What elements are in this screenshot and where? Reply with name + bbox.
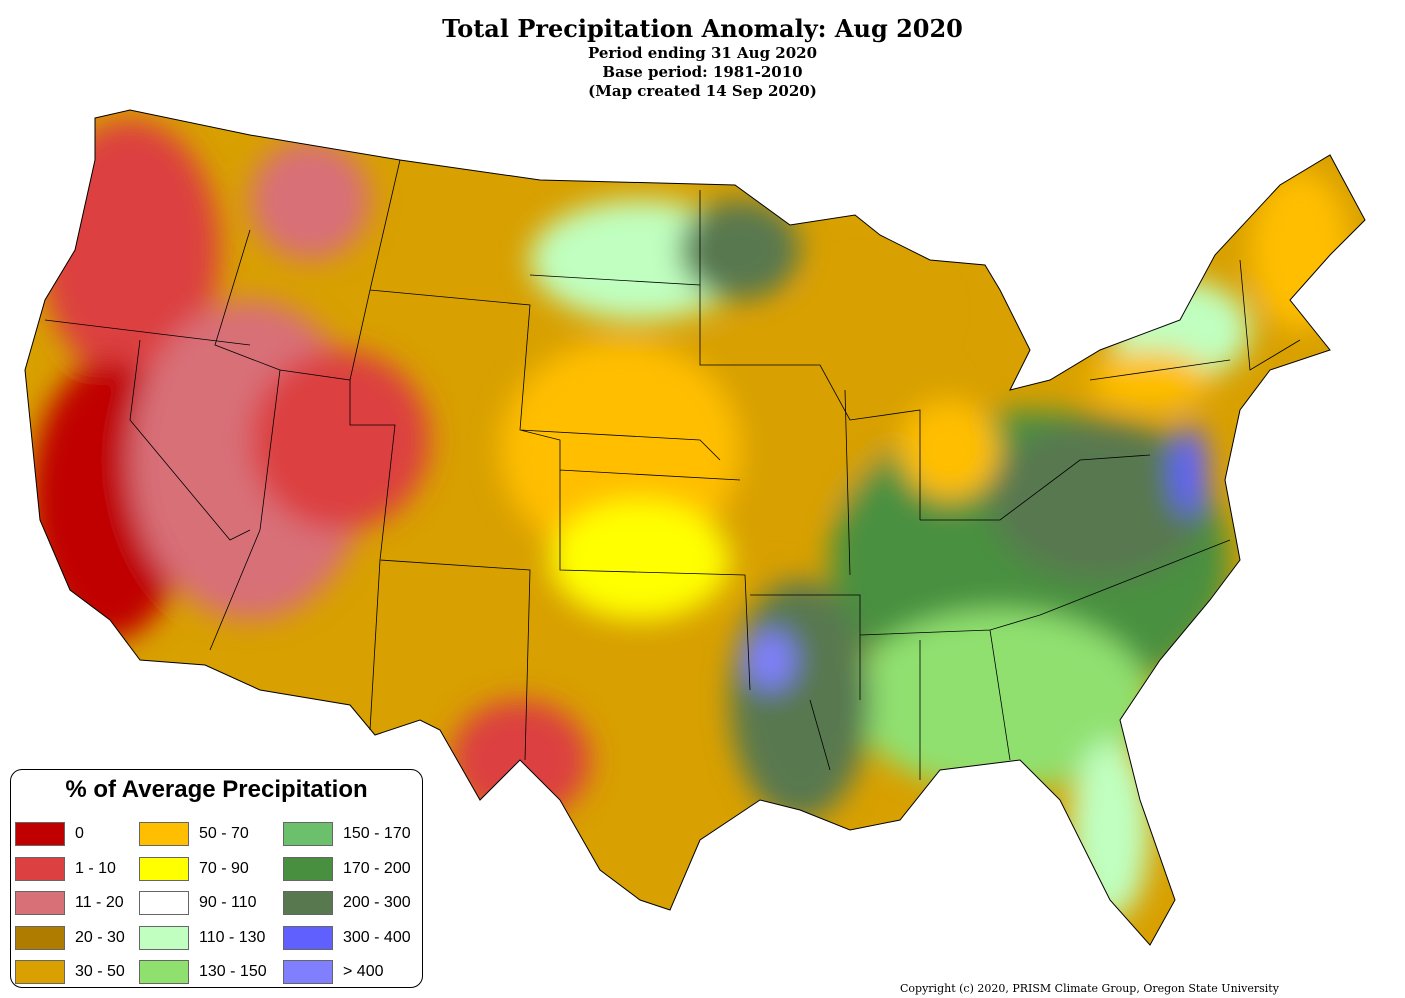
legend-swatch [283, 856, 333, 881]
legend-item: 90 - 110 [139, 886, 283, 921]
legend-item: 150 - 170 [283, 817, 423, 852]
legend-label: 300 - 400 [343, 928, 411, 946]
legend-label: 90 - 110 [199, 894, 257, 912]
legend-swatch [139, 925, 189, 950]
legend-item: 11 - 20 [15, 886, 139, 921]
legend-swatch [15, 925, 65, 950]
copyright: Copyright (c) 2020, PRISM Climate Group,… [900, 982, 1279, 995]
legend-swatch [15, 960, 65, 985]
legend: % of Average Precipitation 0 1 - 10 11 - 2… [10, 769, 423, 988]
legend-label: 0 [75, 825, 84, 843]
legend-label: 1 - 10 [75, 859, 116, 877]
legend-label: 11 - 20 [75, 894, 124, 912]
legend-swatch [139, 960, 189, 985]
legend-item: 170 - 200 [283, 852, 423, 887]
legend-items: 0 1 - 10 11 - 20 20 - 30 30 - 50 50 - 70 70 - … [15, 817, 423, 990]
legend-item: > 400 [283, 955, 423, 990]
legend-item: 110 - 130 [139, 921, 283, 956]
legend-swatch [139, 891, 189, 916]
legend-swatch [283, 925, 333, 950]
legend-swatch [15, 891, 65, 916]
legend-item: 30 - 50 [15, 955, 139, 990]
legend-swatch [15, 822, 65, 847]
map-header: Total Precipitation Anomaly: Aug 2020 Pe… [0, 14, 1405, 101]
legend-label: 110 - 130 [199, 928, 266, 946]
legend-swatch [139, 822, 189, 847]
legend-item: 20 - 30 [15, 921, 139, 956]
legend-item: 0 [15, 817, 139, 852]
subtitle-created: (Map created 14 Sep 2020) [588, 82, 817, 100]
subtitle-base-period: Base period: 1981-2010 [602, 63, 803, 81]
legend-label: 20 - 30 [75, 928, 125, 946]
legend-swatch [15, 856, 65, 881]
legend-label: > 400 [343, 963, 384, 981]
legend-item: 70 - 90 [139, 852, 283, 887]
legend-label: 170 - 200 [343, 859, 411, 877]
subtitle-period: Period ending 31 Aug 2020 [587, 44, 818, 62]
legend-label: 200 - 300 [343, 894, 411, 912]
legend-item: 300 - 400 [283, 921, 423, 956]
legend-item: 200 - 300 [283, 886, 423, 921]
legend-title: % of Average Precipitation [65, 776, 368, 803]
legend-swatch [139, 856, 189, 881]
legend-item: 130 - 150 [139, 955, 283, 990]
legend-label: 130 - 150 [199, 963, 267, 981]
legend-item: 1 - 10 [15, 852, 139, 887]
legend-label: 50 - 70 [199, 825, 249, 843]
legend-swatch [283, 822, 333, 847]
legend-label: 30 - 50 [75, 963, 125, 981]
legend-item: 50 - 70 [139, 817, 283, 852]
legend-swatch [283, 891, 333, 916]
legend-swatch [283, 960, 333, 985]
map-title: Total Precipitation Anomaly: Aug 2020 [442, 14, 963, 43]
legend-label: 70 - 90 [199, 859, 249, 877]
state-boundaries [44, 159, 1301, 780]
legend-label: 150 - 170 [343, 825, 411, 843]
